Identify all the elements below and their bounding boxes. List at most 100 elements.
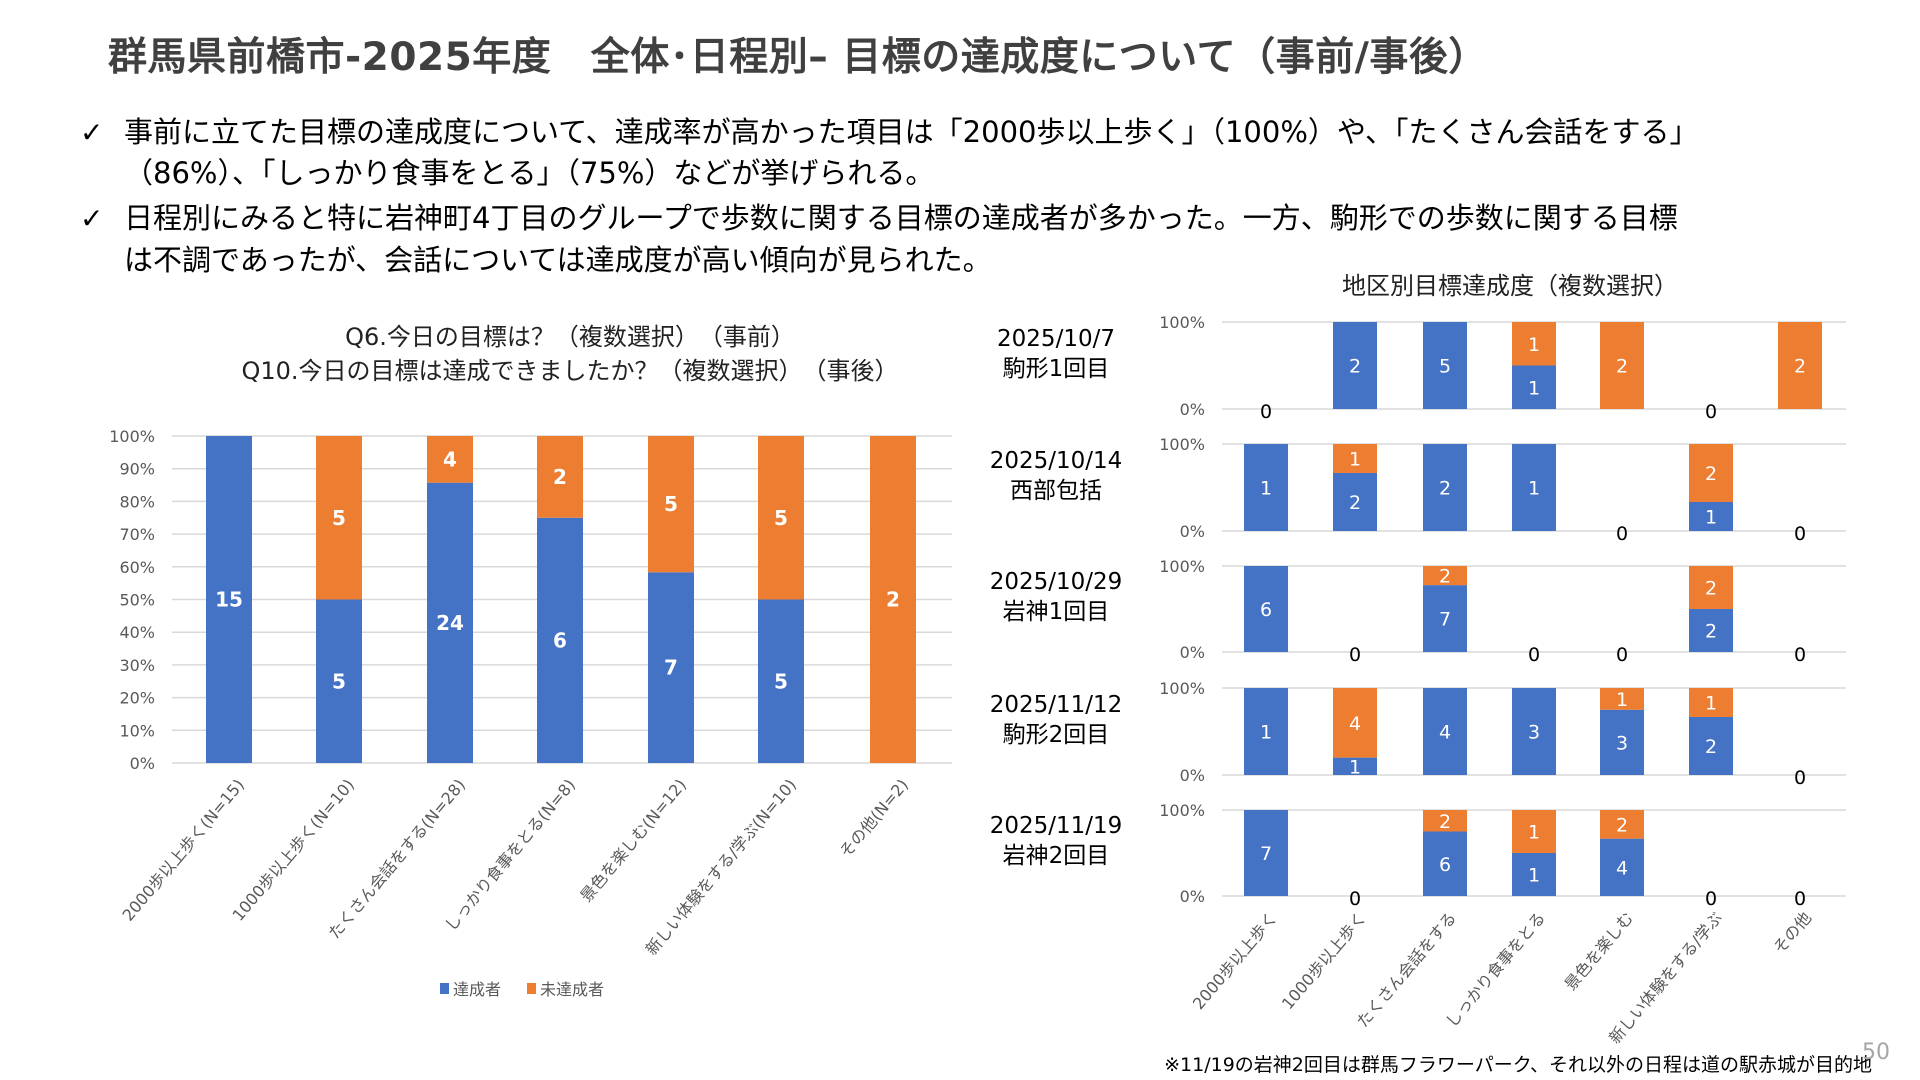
bar-achieved bbox=[1423, 322, 1467, 409]
bar-achieved bbox=[1244, 810, 1288, 896]
y-tick-label: 100% bbox=[109, 427, 155, 446]
page-number: 50 bbox=[1862, 1040, 1890, 1065]
bullet-1-line-2: （86%）、「しっかり食事をとる」（75%）などが挙げられる。 bbox=[124, 156, 935, 190]
data-label-achieved: 15 bbox=[215, 588, 243, 612]
bar-achieved bbox=[1244, 444, 1288, 531]
data-label-achieved: 1 bbox=[1349, 756, 1361, 778]
bar-not-achieved bbox=[1423, 810, 1467, 832]
bar-achieved bbox=[316, 599, 362, 763]
bar-not-achieved bbox=[1512, 322, 1556, 366]
data-label-not-achieved: 2 bbox=[886, 588, 900, 612]
bar-not-achieved bbox=[1689, 688, 1733, 717]
date-label: 2025/11/19 岩神2回目 bbox=[966, 811, 1146, 871]
data-label-not-achieved: 2 bbox=[1439, 811, 1451, 833]
left-chart-title: Q6.今日の目標は？（複数選択） （事前） Q10.今日の目標は達成できましたか… bbox=[140, 320, 1000, 388]
data-label-achieved: 2 bbox=[1349, 356, 1361, 378]
data-label-achieved: 2 bbox=[1705, 736, 1717, 758]
data-label-not-achieved: 2 bbox=[1439, 566, 1451, 588]
bar-achieved bbox=[1244, 688, 1288, 775]
date-label-group: 駒形2回目 bbox=[1002, 721, 1110, 748]
data-label-not-achieved: 1 bbox=[1616, 689, 1628, 711]
date-label-date: 2025/11/19 bbox=[989, 813, 1123, 839]
bar-achieved bbox=[1423, 831, 1467, 896]
data-label-zero: 0 bbox=[1616, 644, 1628, 666]
bar-achieved bbox=[537, 517, 583, 763]
data-label-zero: 0 bbox=[1705, 888, 1717, 910]
bar-achieved bbox=[1689, 502, 1733, 531]
date-label: 2025/11/12 駒形2回目 bbox=[966, 690, 1146, 750]
bar-not-achieved bbox=[1333, 444, 1377, 473]
data-label-achieved: 1 bbox=[1528, 478, 1540, 500]
data-label-achieved: 7 bbox=[664, 656, 678, 680]
data-label-zero: 0 bbox=[1705, 401, 1717, 423]
data-label-achieved: 6 bbox=[1439, 854, 1451, 876]
data-label-achieved: 1 bbox=[1260, 478, 1272, 500]
y-tick-label: 100% bbox=[1159, 801, 1205, 820]
data-label-zero: 0 bbox=[1349, 644, 1361, 666]
y-tick-label: 0% bbox=[130, 754, 155, 773]
bullet-text: 日程別にみると特に岩神町4丁目のグループで歩数に関する目標の達成者が多かった。一… bbox=[124, 201, 1678, 235]
bar-achieved bbox=[1244, 566, 1288, 652]
bar-achieved bbox=[1689, 609, 1733, 652]
y-tick-label: 0% bbox=[1180, 766, 1205, 785]
bar-achieved bbox=[1423, 444, 1467, 531]
data-label-achieved: 1 bbox=[1260, 722, 1272, 744]
data-label-achieved: 2 bbox=[1439, 478, 1451, 500]
y-tick-label: 100% bbox=[1159, 435, 1205, 454]
data-label-achieved: 24 bbox=[436, 611, 464, 635]
bar-not-achieved bbox=[1689, 444, 1733, 502]
y-tick-label: 80% bbox=[119, 492, 155, 511]
data-label-zero: 0 bbox=[1794, 888, 1806, 910]
y-tick-label: 0% bbox=[1180, 643, 1205, 662]
bar-achieved bbox=[206, 436, 252, 763]
bullet-1-line-1: ✓ 事前に立てた目標の達成度について、達成率が高かった項目は「2000歩以上歩く」… bbox=[80, 112, 1699, 153]
y-tick-label: 100% bbox=[1159, 557, 1205, 576]
date-label: 2025/10/14 西部包括 bbox=[966, 446, 1146, 506]
bar-not-achieved bbox=[648, 436, 694, 573]
data-label-achieved: 5 bbox=[774, 669, 788, 693]
bar-achieved bbox=[1512, 853, 1556, 896]
y-tick-label: 0% bbox=[1180, 522, 1205, 541]
legend-label-achieved: 達成者 bbox=[453, 980, 501, 999]
date-label: 2025/10/29 岩神1回目 bbox=[966, 567, 1146, 627]
data-label-not-achieved: 2 bbox=[1616, 356, 1628, 378]
date-label: 2025/10/7 駒形1回目 bbox=[966, 324, 1146, 384]
x-tick-label: しっかり食事をとる(N=8) bbox=[441, 775, 579, 934]
x-tick-label: 1000歩以上歩く(N=10) bbox=[228, 775, 358, 924]
x-tick-label: その他(N=2) bbox=[836, 775, 912, 861]
data-label-achieved: 5 bbox=[1439, 356, 1451, 378]
date-label-group: 西部包括 bbox=[1010, 477, 1102, 504]
bar-not-achieved bbox=[1689, 566, 1733, 609]
bar-achieved bbox=[1423, 688, 1467, 775]
left-chart-title-line-1: Q6.今日の目標は？（複数選択） （事前） bbox=[345, 323, 795, 351]
data-label-achieved: 5 bbox=[332, 669, 346, 693]
bar-achieved bbox=[1333, 322, 1377, 409]
bullet-text: 事前に立てた目標の達成度について、達成率が高かった項目は「2000歩以上歩く」（… bbox=[124, 115, 1699, 149]
bar-achieved bbox=[1600, 709, 1644, 775]
y-tick-label: 0% bbox=[1180, 887, 1205, 906]
date-label-date: 2025/11/12 bbox=[989, 691, 1123, 718]
data-label-achieved: 4 bbox=[1439, 722, 1451, 744]
data-label-not-achieved: 4 bbox=[443, 447, 457, 471]
bar-not-achieved bbox=[870, 436, 916, 763]
bar-achieved bbox=[1333, 757, 1377, 775]
data-label-achieved: 7 bbox=[1439, 609, 1451, 631]
data-label-zero: 0 bbox=[1794, 644, 1806, 666]
data-label-zero: 0 bbox=[1349, 888, 1361, 910]
footnote: ※11/19の岩神2回目は群馬フラワーパーク、それ以外の日程は道の駅赤城が目的地 bbox=[1164, 1054, 1872, 1076]
data-label-not-achieved: 2 bbox=[553, 465, 567, 489]
x-tick-label: 2000歩以上歩く(N=15) bbox=[118, 775, 248, 924]
y-tick-label: 90% bbox=[119, 460, 155, 479]
data-label-not-achieved: 2 bbox=[1794, 356, 1806, 378]
data-label-achieved: 3 bbox=[1616, 732, 1628, 754]
y-tick-label: 100% bbox=[1159, 313, 1205, 332]
y-tick-label: 10% bbox=[119, 721, 155, 740]
bar-not-achieved bbox=[758, 436, 804, 600]
data-label-achieved: 6 bbox=[553, 628, 567, 652]
y-tick-label: 100% bbox=[1159, 679, 1205, 698]
y-tick-label: 40% bbox=[119, 623, 155, 642]
data-label-zero: 0 bbox=[1260, 401, 1272, 423]
bar-not-achieved bbox=[1600, 322, 1644, 409]
data-label-achieved: 1 bbox=[1528, 377, 1540, 399]
bar-achieved bbox=[1512, 688, 1556, 775]
